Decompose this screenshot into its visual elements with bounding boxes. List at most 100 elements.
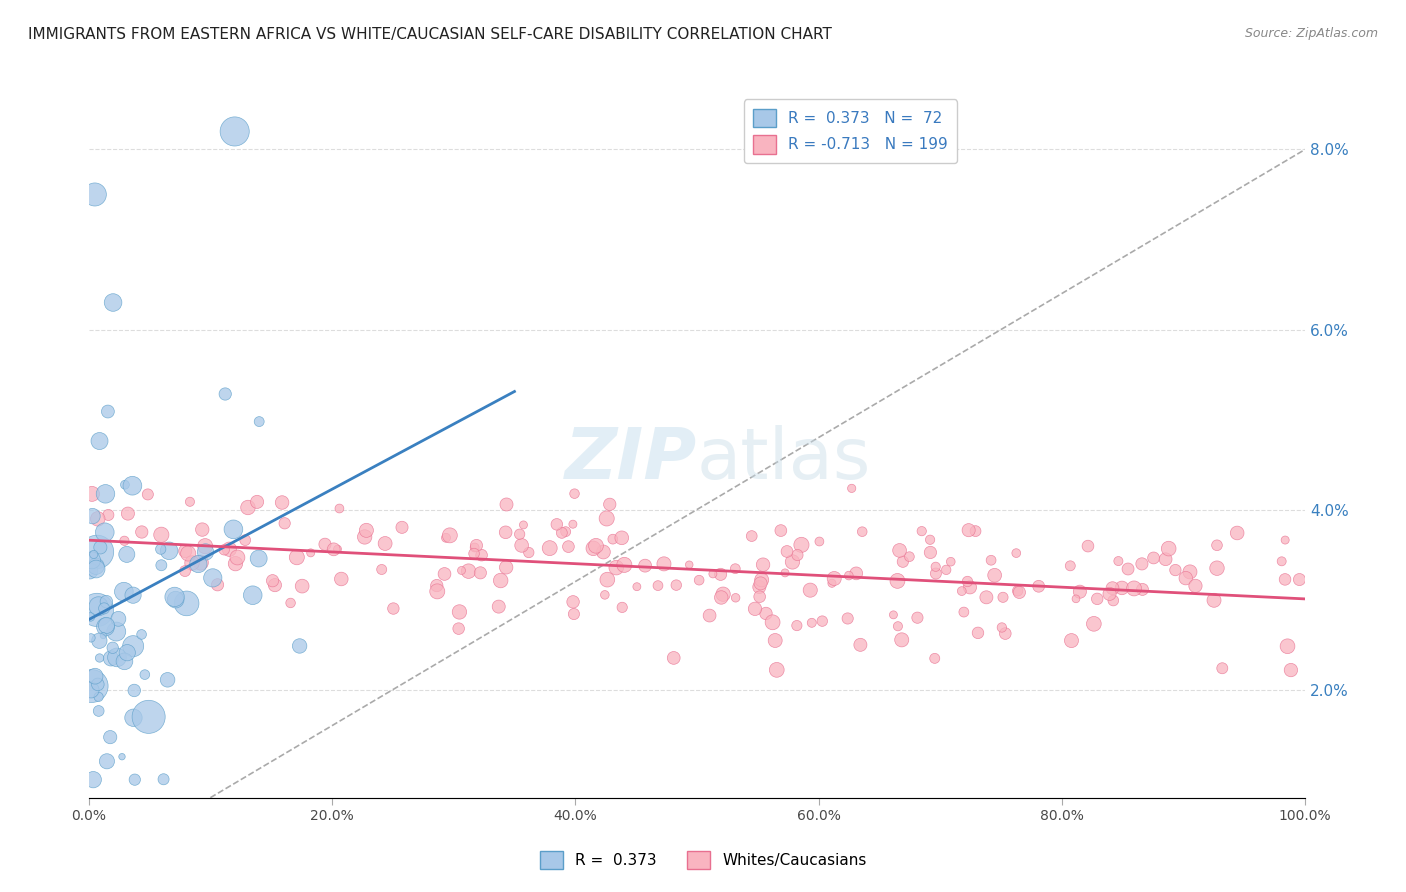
Point xyxy=(82,772,104,787)
Point xyxy=(823,572,845,586)
Point xyxy=(907,610,929,624)
Point xyxy=(688,573,710,587)
Point xyxy=(457,564,479,578)
Point xyxy=(724,562,747,576)
Point xyxy=(122,711,145,725)
Point xyxy=(112,584,135,599)
Point xyxy=(585,539,607,553)
Point xyxy=(224,557,246,571)
Point xyxy=(328,501,350,516)
Point xyxy=(214,387,236,401)
Point xyxy=(222,522,245,536)
Point xyxy=(755,607,778,621)
Point xyxy=(950,584,973,599)
Point xyxy=(887,619,910,633)
Point xyxy=(602,532,624,546)
Point xyxy=(749,576,772,591)
Point xyxy=(811,614,834,628)
Point xyxy=(652,557,675,571)
Point xyxy=(273,516,295,531)
Point xyxy=(953,605,976,619)
Point xyxy=(837,611,859,625)
Point xyxy=(612,600,634,615)
Point xyxy=(898,549,921,564)
Point xyxy=(610,531,633,545)
Point xyxy=(699,608,721,623)
Point xyxy=(89,633,111,648)
Point xyxy=(207,578,229,592)
Point xyxy=(112,533,135,548)
Point xyxy=(976,591,998,605)
Point xyxy=(1083,616,1105,631)
Point xyxy=(97,404,120,418)
Point xyxy=(242,588,264,602)
Point xyxy=(891,555,914,569)
Point xyxy=(582,541,605,556)
Point xyxy=(841,482,863,496)
Point xyxy=(101,295,124,310)
Point xyxy=(1274,533,1296,547)
Point xyxy=(1271,554,1294,568)
Point xyxy=(1028,579,1050,593)
Point xyxy=(374,536,396,550)
Point xyxy=(980,553,1002,567)
Point xyxy=(353,530,375,544)
Point xyxy=(741,529,763,543)
Point xyxy=(748,590,770,604)
Point xyxy=(471,548,494,562)
Point xyxy=(190,556,212,570)
Point xyxy=(838,568,860,582)
Point xyxy=(87,512,110,526)
Point xyxy=(79,610,101,624)
Point xyxy=(509,527,531,541)
Point xyxy=(285,550,308,565)
Point xyxy=(291,579,314,593)
Point xyxy=(101,640,124,655)
Point xyxy=(744,602,766,616)
Point xyxy=(86,545,108,559)
Point xyxy=(790,538,813,552)
Point xyxy=(613,558,636,572)
Point xyxy=(136,487,159,501)
Point xyxy=(1102,593,1125,607)
Point xyxy=(647,579,669,593)
Point xyxy=(156,673,179,687)
Point xyxy=(174,564,197,578)
Point xyxy=(1008,585,1031,599)
Point xyxy=(1157,541,1180,556)
Point xyxy=(711,587,734,601)
Point xyxy=(91,628,114,642)
Point xyxy=(1206,561,1229,575)
Point xyxy=(935,563,957,577)
Point xyxy=(665,578,688,592)
Point xyxy=(495,498,517,512)
Point xyxy=(218,542,240,557)
Point xyxy=(882,607,904,622)
Point xyxy=(991,591,1014,605)
Point xyxy=(769,524,792,538)
Point xyxy=(124,772,146,787)
Point xyxy=(1211,661,1233,675)
Point xyxy=(465,539,488,553)
Point xyxy=(599,497,621,511)
Point xyxy=(799,583,821,598)
Point xyxy=(562,595,585,609)
Point xyxy=(1288,573,1310,587)
Point xyxy=(782,555,804,569)
Point xyxy=(105,650,128,665)
Point xyxy=(605,560,627,574)
Point xyxy=(800,615,823,630)
Point xyxy=(84,559,107,574)
Point xyxy=(288,639,311,653)
Point xyxy=(138,710,160,724)
Point xyxy=(957,523,980,537)
Point xyxy=(391,520,413,534)
Point xyxy=(1164,563,1187,577)
Point xyxy=(370,562,392,576)
Point xyxy=(181,556,204,570)
Point xyxy=(122,683,145,698)
Point xyxy=(748,580,770,594)
Point xyxy=(596,511,619,525)
Point xyxy=(84,562,107,576)
Point xyxy=(191,523,214,537)
